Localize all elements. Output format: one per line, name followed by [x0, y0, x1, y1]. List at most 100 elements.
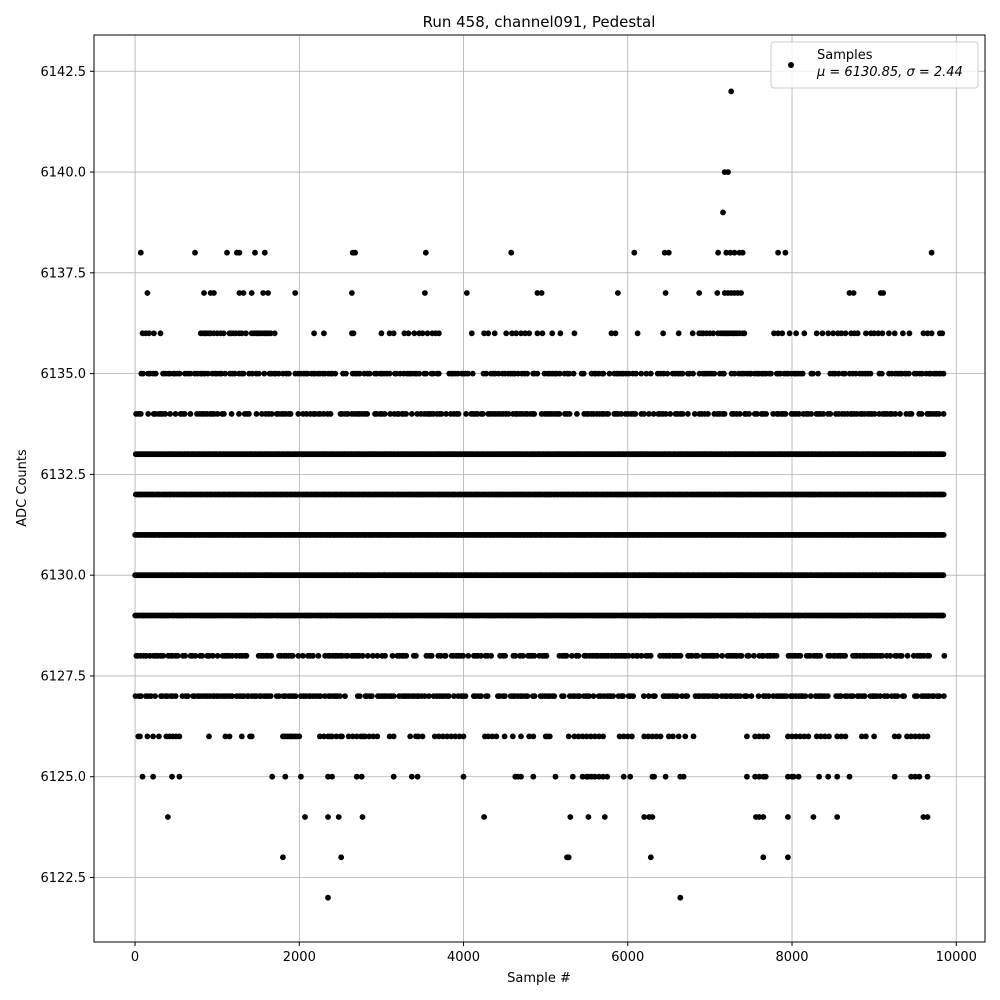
scatter-point — [335, 814, 342, 820]
scatter-point — [386, 733, 393, 740]
scatter-point — [292, 693, 299, 699]
scatter-point — [863, 330, 869, 337]
scatter-point — [920, 814, 927, 820]
scatter-point — [176, 773, 183, 780]
scatter-point — [292, 290, 299, 296]
scatter-point — [924, 330, 931, 337]
scatter-point — [359, 652, 366, 659]
scatter-point — [295, 652, 302, 659]
scatter-point — [226, 733, 233, 740]
scatter-point — [460, 652, 466, 659]
y-tick-label: 6130.0 — [41, 569, 87, 584]
scatter-point — [569, 652, 575, 659]
scatter-point — [389, 652, 396, 659]
scatter-point — [690, 370, 696, 377]
scatter-point — [209, 652, 216, 659]
scatter-point — [744, 733, 750, 740]
scatter-point — [665, 249, 672, 256]
scatter-point — [261, 370, 268, 377]
scatter-point — [508, 249, 515, 256]
scatter-point — [924, 773, 931, 780]
scatter-point — [760, 814, 767, 820]
scatter-point — [940, 532, 947, 538]
scatter-point — [565, 733, 572, 740]
scatter-point — [172, 411, 179, 417]
scatter-point — [563, 652, 570, 659]
scatter-point — [815, 370, 821, 377]
scatter-point — [738, 652, 745, 659]
scatter-point — [838, 693, 844, 699]
scatter-point — [325, 773, 331, 780]
scatter-point — [566, 411, 573, 417]
scatter-point — [901, 693, 907, 699]
scatter-point — [456, 733, 463, 740]
scatter-point — [705, 411, 711, 417]
scatter-point — [737, 693, 743, 699]
scatter-point — [151, 330, 157, 337]
scatter-point — [680, 773, 687, 780]
scatter-point — [751, 652, 757, 659]
scatter-point — [871, 733, 877, 740]
scatter-point — [423, 370, 429, 377]
scatter-point — [721, 370, 727, 377]
scatter-point — [220, 330, 227, 337]
scatter-point — [260, 290, 267, 296]
scatter-point — [662, 773, 669, 780]
scatter-point — [675, 733, 682, 740]
scatter-point — [390, 693, 397, 699]
scatter-point — [238, 733, 245, 740]
scatter-point — [711, 370, 718, 377]
scatter-point — [879, 652, 886, 659]
scatter-point — [596, 773, 602, 780]
scatter-point — [928, 249, 935, 256]
scatter-point — [137, 733, 143, 740]
scatter-point — [364, 652, 371, 659]
scatter-point — [442, 652, 449, 659]
scatter-point — [624, 733, 631, 740]
scatter-point — [819, 330, 826, 337]
scatter-point — [634, 330, 641, 337]
scatter-point — [512, 652, 519, 659]
scatter-point — [534, 330, 541, 337]
scatter-point — [165, 814, 171, 820]
scatter-point — [590, 693, 597, 699]
scatter-point — [600, 773, 606, 780]
scatter-point — [736, 411, 743, 417]
scatter-point — [152, 693, 159, 699]
scatter-point — [152, 370, 159, 377]
scatter-point — [403, 411, 409, 417]
scatter-point — [754, 411, 760, 417]
scatter-point — [407, 733, 414, 740]
scatter-point — [647, 652, 654, 659]
scatter-point — [201, 290, 207, 296]
scatter-point — [364, 411, 371, 417]
scatter-point — [224, 249, 230, 256]
scatter-point — [679, 370, 686, 377]
scatter-point — [493, 733, 500, 740]
scatter-point — [592, 773, 598, 780]
scatter-point — [879, 330, 886, 337]
scatter-point — [502, 652, 508, 659]
scatter-point — [267, 693, 274, 699]
scatter-point — [211, 290, 217, 296]
x-tick-label: 6000 — [611, 950, 644, 965]
scatter-point — [638, 370, 645, 377]
scatter-point — [738, 290, 744, 296]
scatter-point — [359, 814, 366, 820]
scatter-point — [370, 652, 376, 659]
scatter-point — [374, 733, 381, 740]
scatter-point — [682, 733, 689, 740]
scatter-point — [289, 652, 296, 659]
scatter-point — [138, 693, 144, 699]
scatter-point — [382, 652, 388, 659]
scatter-point — [571, 330, 578, 337]
scatter-point — [721, 411, 728, 417]
scatter-point — [187, 370, 194, 377]
scatter-point — [460, 733, 467, 740]
scatter-point — [145, 411, 152, 417]
scatter-point — [940, 612, 947, 619]
y-axis: 6122.5 6125.0 6127.5 6130.0 6132.5 6135.0 6137… — [41, 65, 94, 886]
scatter-point — [238, 330, 245, 337]
scatter-point — [428, 652, 435, 659]
scatter-point — [696, 290, 703, 296]
